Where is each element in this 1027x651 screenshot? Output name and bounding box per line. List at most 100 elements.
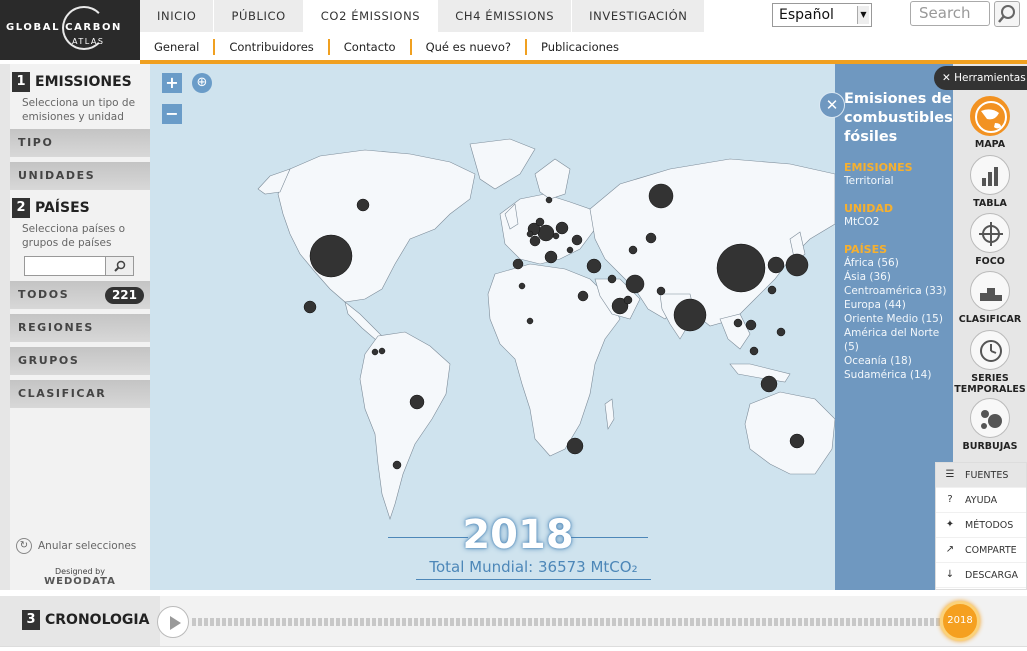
bubble-algeria[interactable]	[518, 282, 526, 290]
regiones-button[interactable]: REGIONES	[10, 314, 150, 342]
madagascar	[604, 398, 615, 430]
bubble-philippines[interactable]	[776, 327, 786, 337]
bubble-vietnam[interactable]	[745, 319, 757, 331]
bubble-uzbekistan[interactable]	[628, 245, 638, 255]
designer-credit[interactable]: Designed by WEDODATA	[10, 567, 150, 587]
world-map[interactable]: + − ⊕ 2018 Total Mundial: 36573 MtCO₂	[150, 64, 835, 590]
bubble-mexico[interactable]	[303, 300, 317, 314]
bubble-canada[interactable]	[356, 198, 370, 212]
bubble-ukraine[interactable]	[571, 234, 583, 246]
menu-fuentes[interactable]: ☰ FUENTES	[936, 463, 1026, 488]
todos-button[interactable]: TODOS 221	[10, 281, 150, 309]
tools-toggle[interactable]: ✕ Herramientas	[934, 66, 1027, 90]
tool-label: FOCO	[975, 256, 1005, 267]
bubble-argentina[interactable]	[392, 460, 402, 470]
bubble-kazakhstan[interactable]	[645, 232, 657, 244]
timeline-ticks[interactable]	[192, 618, 942, 626]
bubble-brazil[interactable]	[409, 394, 425, 410]
tipo-button[interactable]: TIPO	[10, 129, 150, 157]
subnav-publicaciones[interactable]: Publicaciones	[540, 39, 619, 54]
bubble-romania[interactable]	[566, 246, 574, 254]
bar-chart-icon	[970, 155, 1010, 195]
bubble-germany[interactable]	[537, 224, 555, 242]
bubble-france[interactable]	[529, 235, 541, 247]
menu-metodos[interactable]: ✦ MÉTODOS	[936, 513, 1026, 538]
bubble-indonesia[interactable]	[760, 375, 778, 393]
tab-publico[interactable]: PÚBLICO	[214, 0, 304, 32]
bubble-saudi-arabia[interactable]	[611, 297, 629, 315]
tool-label: BURBUJAS	[962, 441, 1018, 452]
count-badge: 221	[104, 287, 144, 304]
bubble-colombia[interactable]	[371, 348, 379, 356]
search-button[interactable]	[994, 1, 1020, 27]
tool-clasificar[interactable]: CLASIFICAR	[953, 271, 1027, 325]
info-title: Emisiones de combustibles fósiles	[844, 91, 953, 145]
bubble-venezuela[interactable]	[378, 347, 386, 355]
tool-burbujas[interactable]: BURBUJAS	[953, 398, 1027, 452]
tab-investigacion[interactable]: INVESTIGACIÓN	[572, 0, 706, 32]
bubble-india[interactable]	[673, 298, 707, 332]
tab-co2-emisiones[interactable]: CO2 ÉMISSIONS	[303, 0, 439, 32]
zoom-out-button[interactable]: −	[162, 104, 182, 124]
bubble-poland[interactable]	[555, 221, 569, 235]
menu-comparte[interactable]: ↗ COMPARTE	[936, 538, 1026, 563]
zoom-in-button[interactable]: +	[162, 73, 182, 93]
search-input[interactable]: Search	[910, 1, 990, 26]
subnav-que-es-nuevo[interactable]: Qué es nuevo?	[412, 38, 527, 55]
menu-label: COMPARTE	[965, 544, 1017, 556]
bubble-turkey[interactable]	[586, 258, 602, 274]
globe-icon[interactable]: ⊕	[192, 73, 212, 93]
bubble-czechia[interactable]	[552, 232, 560, 240]
grupos-button[interactable]: GRUPOS	[10, 347, 150, 375]
bubble-pakistan[interactable]	[656, 286, 666, 296]
bubble-taiwan[interactable]	[767, 285, 777, 295]
subnav-contribuidores[interactable]: Contribuidores	[215, 38, 330, 55]
bubble-belgium[interactable]	[526, 230, 534, 238]
designed-by-label: Designed by	[55, 567, 105, 576]
subnav-contacto[interactable]: Contacto	[330, 38, 412, 55]
logo[interactable]: GLOBAL CARBON ATLAS	[0, 0, 140, 60]
todos-label: TODOS	[18, 288, 70, 301]
tab-inicio[interactable]: INICIO	[140, 0, 215, 32]
bubble-korea[interactable]	[767, 256, 785, 274]
subnav-general[interactable]: General	[140, 38, 216, 55]
tool-foco[interactable]: FOCO	[953, 213, 1027, 267]
language-select[interactable]: Español ▼	[772, 3, 872, 27]
reset-selection-button[interactable]: ↻ Anular selecciones	[16, 538, 136, 554]
bubble-usa[interactable]	[309, 234, 353, 278]
bubble-sweden[interactable]	[545, 196, 553, 204]
document-icon: ☰	[945, 469, 955, 480]
menu-descarga[interactable]: ↓ DESCARGA	[936, 563, 1026, 588]
bubble-australia[interactable]	[789, 433, 805, 449]
bubble-iraq[interactable]	[607, 274, 617, 284]
bubble-iran[interactable]	[625, 274, 645, 294]
menu-label: AYUDA	[965, 494, 998, 506]
tool-mapa[interactable]: MAPA	[953, 96, 1027, 150]
world-map-svg[interactable]	[150, 64, 835, 590]
bubble-thailand[interactable]	[733, 318, 743, 328]
country-search-input[interactable]	[24, 256, 106, 276]
bubble-italy[interactable]	[544, 250, 558, 264]
bubble-malaysia[interactable]	[749, 346, 759, 356]
play-icon[interactable]	[157, 606, 189, 638]
bubble-netherlands[interactable]	[535, 217, 545, 227]
tool-series-temporales[interactable]: SERIES TEMPORALES	[953, 330, 1027, 395]
close-icon[interactable]: ✕	[819, 92, 845, 118]
indonesia	[729, 363, 791, 383]
bubble-egypt[interactable]	[577, 290, 589, 302]
bubble-uae[interactable]	[623, 295, 633, 305]
bubble-nigeria[interactable]	[526, 317, 534, 325]
clasificar-button[interactable]: CLASIFICAR	[10, 380, 150, 408]
timeline-handle[interactable]: 2018	[940, 601, 980, 641]
bubble-south-africa[interactable]	[566, 437, 584, 455]
unidades-button[interactable]: UNIDADES	[10, 162, 150, 190]
bubble-japan[interactable]	[785, 253, 809, 277]
tool-tabla[interactable]: TABLA	[953, 155, 1027, 209]
emission-bubbles[interactable]	[303, 183, 809, 470]
bubble-spain[interactable]	[512, 258, 524, 270]
bubble-russia[interactable]	[648, 183, 674, 209]
country-search-button[interactable]	[106, 256, 134, 276]
bubble-china[interactable]	[716, 243, 766, 293]
menu-ayuda[interactable]: ? AYUDA	[936, 488, 1026, 513]
tab-ch4-emisiones[interactable]: CH4 ÉMISSIONS	[438, 0, 573, 32]
